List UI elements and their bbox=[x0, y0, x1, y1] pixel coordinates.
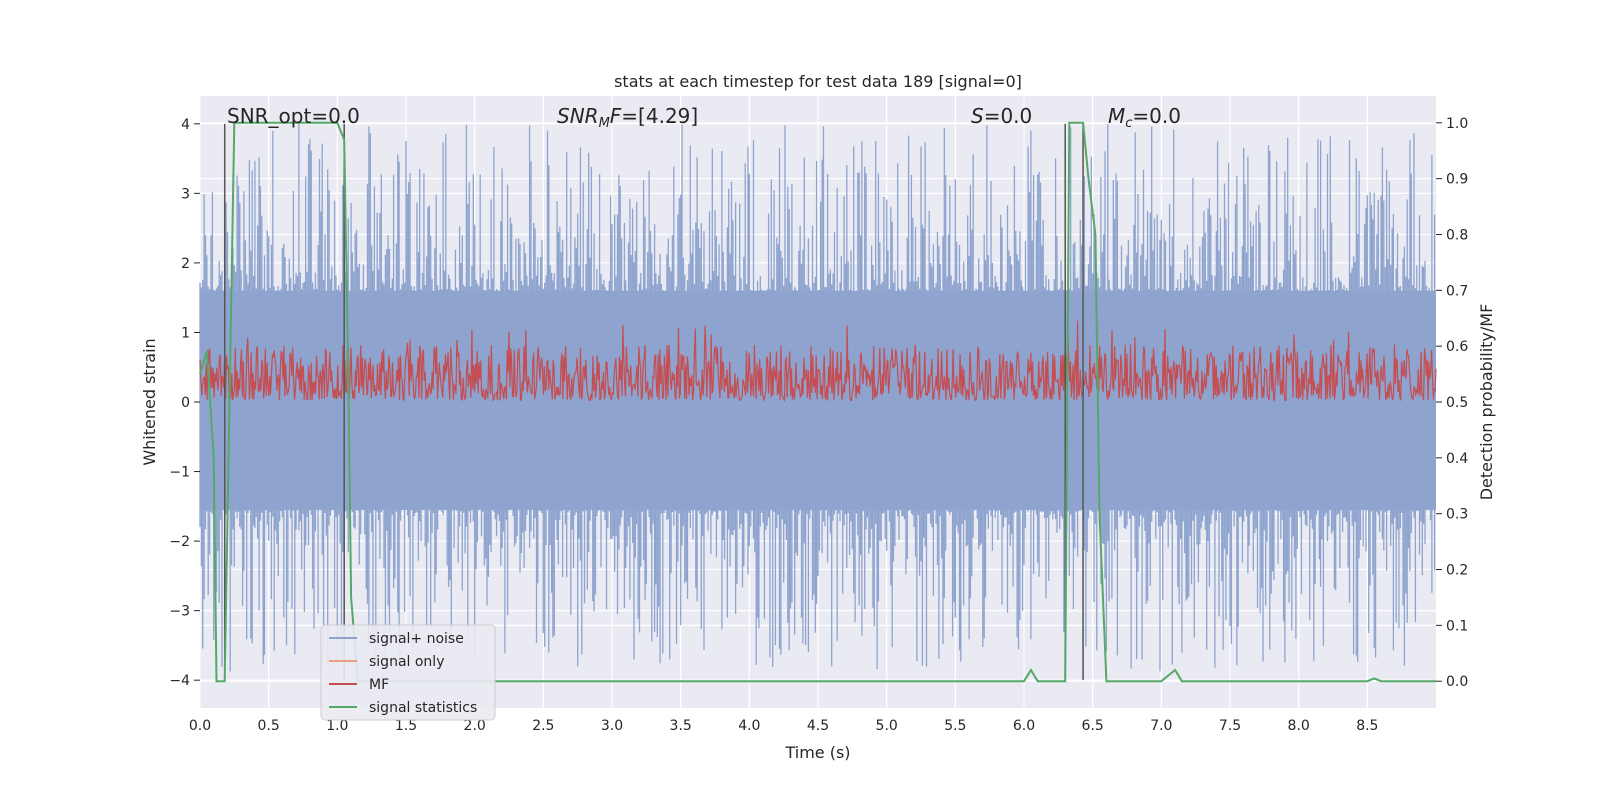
y-tick-label: 4 bbox=[181, 117, 190, 133]
y-tick-label: 1 bbox=[181, 325, 190, 341]
annotation-snr-opt: SNR_opt=0.0 bbox=[227, 104, 360, 128]
statistics-line bbox=[199, 121, 1436, 683]
legend-label-mf: MF bbox=[369, 677, 389, 693]
x-axis: 0.0 0.5 1.0 1.5 2.0 2.5 3.0 3.5 4.0 4.5 5.0 5.5 6.0 6… bbox=[189, 718, 1379, 734]
y-axis-right: 0.0 0.1 0.2 0.3 0.4 0.5 0.6 0.7 0.8 0.9 1.0 bbox=[1436, 116, 1468, 690]
y-tick-label: −4 bbox=[169, 673, 190, 689]
y-tick-label: 0 bbox=[181, 395, 190, 411]
y-tick-label: −3 bbox=[169, 604, 190, 620]
x-tick-label: 6.5 bbox=[1082, 718, 1104, 734]
y2-tick-label: 0.9 bbox=[1446, 172, 1468, 188]
y2-tick-label: 0.3 bbox=[1446, 507, 1468, 523]
legend: signal+ noise signal only MF signal stat… bbox=[320, 624, 496, 721]
y-axis-left: −4 −3 −2 −1 0 1 2 3 4 bbox=[169, 117, 200, 689]
y2-tick-label: 0.5 bbox=[1446, 395, 1468, 411]
x-axis-title: Time (s) bbox=[784, 743, 850, 762]
legend-box bbox=[320, 624, 496, 721]
y2-axis-title: Detection probability/MF bbox=[1477, 304, 1496, 501]
y2-tick-label: 0.0 bbox=[1446, 674, 1468, 690]
x-tick-label: 7.5 bbox=[1219, 718, 1241, 734]
y2-tick-label: 0.7 bbox=[1446, 283, 1468, 299]
y2-tick-label: 0.8 bbox=[1446, 227, 1468, 243]
y-tick-label: −2 bbox=[169, 534, 190, 550]
x-tick-label: 4.5 bbox=[807, 718, 829, 734]
legend-label-noise: signal+ noise bbox=[369, 631, 464, 647]
annotation-snr-mf: SNRMF=[4.29] bbox=[557, 104, 698, 131]
legend-label-statistics: signal statistics bbox=[369, 700, 477, 716]
y-tick-label: 2 bbox=[181, 256, 190, 272]
mf-line bbox=[199, 320, 1437, 403]
x-tick-label: 6.0 bbox=[1013, 718, 1035, 734]
series-signal-noise bbox=[199, 124, 1436, 673]
y2-tick-label: 0.2 bbox=[1446, 563, 1468, 579]
y-tick-label: 3 bbox=[181, 186, 190, 202]
y2-tick-label: 0.4 bbox=[1446, 451, 1468, 467]
x-tick-label: 8.0 bbox=[1288, 718, 1310, 734]
y2-tick-label: 1.0 bbox=[1446, 116, 1468, 132]
series-signal-statistics bbox=[199, 121, 1436, 683]
legend-label-signal-only: signal only bbox=[369, 654, 444, 670]
x-tick-label: 5.5 bbox=[944, 718, 966, 734]
x-tick-label: 0.5 bbox=[258, 718, 280, 734]
y-axis-title: Whitened strain bbox=[140, 338, 159, 465]
x-tick-label: 3.0 bbox=[601, 718, 623, 734]
x-tick-label: 4.0 bbox=[738, 718, 760, 734]
series-mf bbox=[199, 320, 1437, 403]
x-tick-label: 2.0 bbox=[464, 718, 486, 734]
annotation-mc: Mc=0.0 bbox=[1108, 104, 1181, 131]
x-tick-label: 0.0 bbox=[189, 718, 211, 734]
x-tick-label: 5.0 bbox=[876, 718, 898, 734]
x-tick-label: 7.0 bbox=[1150, 718, 1172, 734]
x-tick-label: 2.5 bbox=[532, 718, 554, 734]
x-tick-label: 3.5 bbox=[670, 718, 692, 734]
x-tick-label: 8.5 bbox=[1356, 718, 1378, 734]
x-tick-label: 1.5 bbox=[395, 718, 417, 734]
annotations: SNR_opt=0.0 SNRMF=[4.29] S=0.0 Mc=0.0 bbox=[227, 104, 1181, 131]
x-tick-label: 1.0 bbox=[326, 718, 348, 734]
annotation-s: S=0.0 bbox=[971, 104, 1032, 128]
chart-title: stats at each timestep for test data 189… bbox=[614, 72, 1022, 91]
y-tick-label: −1 bbox=[169, 465, 190, 481]
y2-tick-label: 0.6 bbox=[1446, 339, 1468, 355]
y2-tick-label: 0.1 bbox=[1446, 618, 1468, 634]
